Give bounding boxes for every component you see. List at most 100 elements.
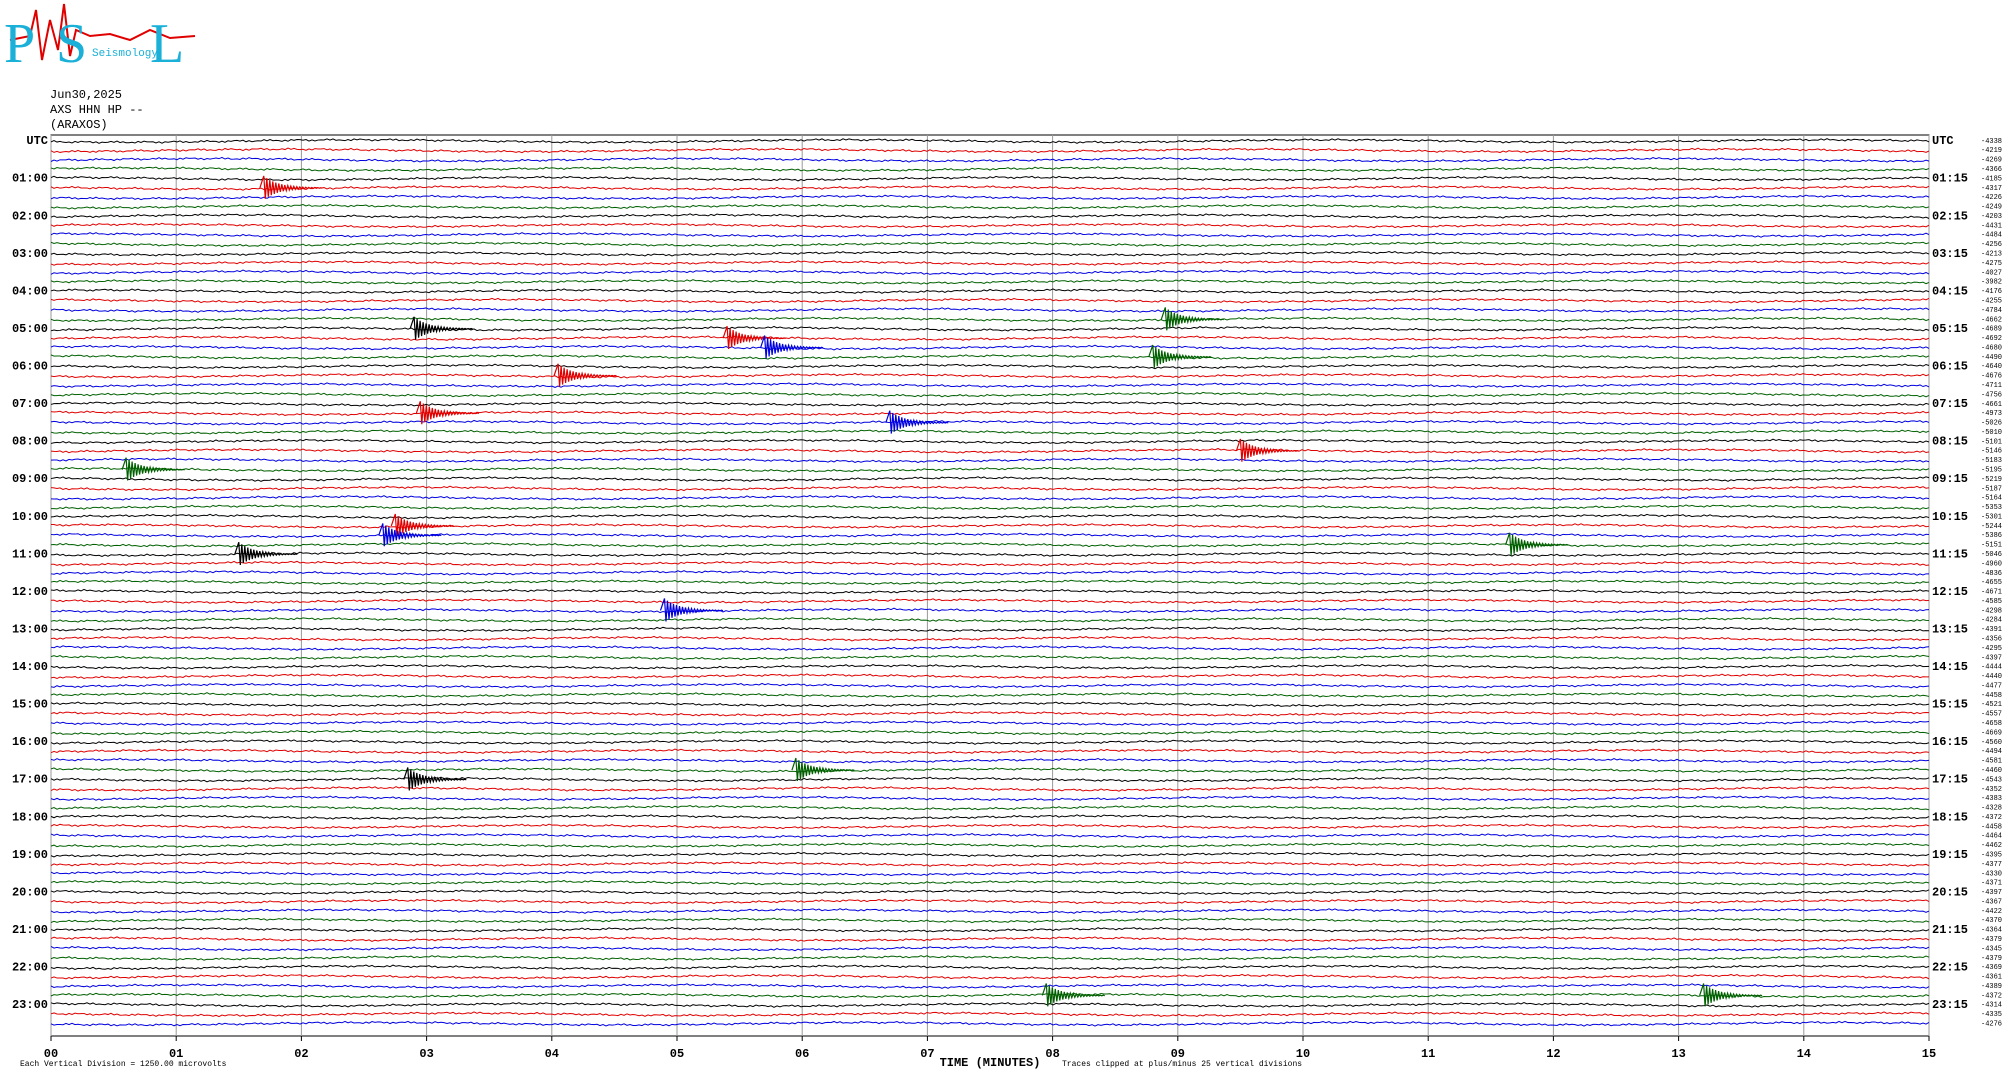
trace — [50, 560, 1930, 567]
trace-offset-label: -4203 — [1981, 213, 2002, 221]
trace — [50, 804, 1930, 811]
trace — [50, 438, 1930, 445]
right-hour-label: 09:15 — [1932, 472, 1968, 486]
trace-offset-label: -4328 — [1981, 805, 2002, 813]
trace-offset-label: -4784 — [1981, 307, 2002, 315]
seismic-event — [415, 401, 480, 425]
trace — [50, 767, 1930, 773]
trace-offset-label: -5146 — [1981, 448, 2002, 456]
trace-offset-label: -4422 — [1981, 908, 2002, 916]
x-tick-label: 06 — [795, 1047, 809, 1061]
right-hour-label: 16:15 — [1932, 735, 1968, 749]
trace-offset-label: -4477 — [1981, 682, 2002, 690]
trace — [50, 720, 1930, 727]
seismic-event — [234, 542, 298, 566]
trace-offset-label: -4369 — [1981, 964, 2002, 972]
right-hour-label: 07:15 — [1932, 397, 1968, 411]
trace-offset-label: -4543 — [1981, 776, 2002, 784]
trace — [50, 776, 1930, 783]
x-tick-label: 01 — [169, 1047, 183, 1061]
trace — [50, 194, 1930, 201]
trace-offset-label: -4249 — [1981, 204, 2002, 212]
trace-offset-label: -4836 — [1981, 570, 2002, 578]
trace — [50, 250, 1930, 257]
trace — [50, 626, 1930, 633]
trace — [50, 739, 1930, 745]
trace-offset-label: -4364 — [1981, 927, 2002, 935]
trace-offset-label: -5195 — [1981, 466, 2002, 474]
x-tick-label: 12 — [1546, 1047, 1560, 1061]
trace-offset-label: -4226 — [1981, 194, 2002, 202]
right-hour-label: 05:15 — [1932, 322, 1968, 336]
trace — [50, 222, 1930, 229]
trace — [50, 410, 1930, 417]
trace-offset-label: -3982 — [1981, 279, 2002, 287]
trace — [50, 1002, 1930, 1008]
right-hour-label: 19:15 — [1932, 848, 1968, 862]
trace-offset-label: -4440 — [1981, 673, 2002, 681]
x-tick-label: 10 — [1296, 1047, 1310, 1061]
trace-offset-label: -5301 — [1981, 513, 2002, 521]
left-hour-label: 16:00 — [12, 735, 48, 749]
trace-offset-label: -4389 — [1981, 983, 2002, 991]
trace-offset-label: -5101 — [1981, 438, 2002, 446]
trace — [50, 785, 1930, 792]
trace — [50, 354, 1930, 360]
logo-squiggle — [9, 3, 196, 61]
trace — [50, 447, 1930, 454]
trace — [50, 588, 1930, 595]
trace — [50, 898, 1930, 905]
right-hour-label: 18:15 — [1932, 810, 1968, 824]
trace — [50, 307, 1930, 313]
trace-offset-label: -4185 — [1981, 175, 2002, 183]
seismic-event — [409, 316, 473, 340]
trace — [50, 879, 1930, 886]
seismic-event — [1699, 983, 1763, 1007]
left-hour-label: 07:00 — [12, 397, 48, 411]
trace — [50, 316, 1930, 323]
trace-offset-label: -4361 — [1981, 974, 2002, 982]
trace — [50, 138, 1930, 144]
trace-offset-label: -4669 — [1981, 729, 2002, 737]
trace-offset-label: -4444 — [1981, 664, 2002, 672]
trace — [50, 945, 1930, 952]
trace — [50, 1011, 1930, 1018]
trace-offset-label: -4269 — [1981, 157, 2002, 165]
trace — [50, 823, 1930, 830]
trace-offset-label: -4356 — [1981, 636, 2002, 644]
x-tick-label: 08 — [1045, 1047, 1059, 1061]
trace — [50, 278, 1930, 285]
trace-offset-label: -4367 — [1981, 898, 2002, 906]
trace — [50, 729, 1930, 736]
trace — [50, 842, 1930, 849]
trace — [50, 523, 1930, 529]
trace — [50, 992, 1930, 999]
seismic-event — [121, 457, 185, 481]
right-hour-label: 02:15 — [1932, 209, 1968, 223]
seismic-event — [1505, 532, 1569, 556]
left-hour-label: 19:00 — [12, 848, 48, 862]
trace — [50, 936, 1930, 942]
trace — [50, 814, 1930, 821]
trace-offset-label: -4330 — [1981, 870, 2002, 878]
trace-offset-label: -5244 — [1981, 523, 2002, 531]
trace-offset-label: -4494 — [1981, 748, 2002, 756]
trace — [50, 269, 1930, 276]
trace — [50, 504, 1930, 511]
seismic-event — [259, 175, 323, 199]
right-hour-label: 17:15 — [1932, 773, 1968, 787]
clip-note: Traces clipped at plus/minus 25 vertical… — [1062, 1060, 1302, 1069]
x-tick-label: 09 — [1171, 1047, 1185, 1061]
trace — [50, 926, 1930, 933]
trace-offset-label: -4458 — [1981, 692, 2002, 700]
trace — [50, 889, 1930, 896]
trace-offset-label: -4658 — [1981, 720, 2002, 728]
trace — [50, 1020, 1930, 1027]
trace-offset-label: -4560 — [1981, 739, 2002, 747]
seismic-event — [760, 335, 824, 359]
right-hour-label: 01:15 — [1932, 172, 1968, 186]
right-hour-label: 08:15 — [1932, 435, 1968, 449]
right-hour-label: 14:15 — [1932, 660, 1968, 674]
left-hour-label: 14:00 — [12, 660, 48, 674]
